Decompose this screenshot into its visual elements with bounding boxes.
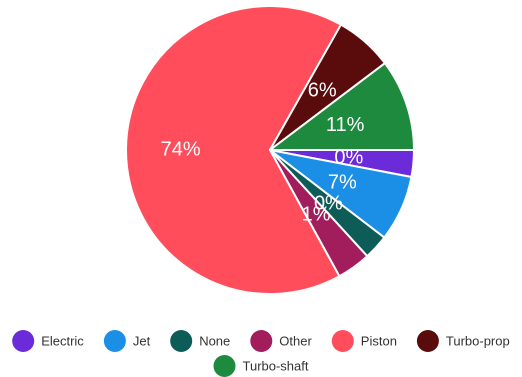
legend-label-turbo-shaft: Turbo-shaft [243, 359, 309, 374]
pie-slice-piston[interactable] [125, 5, 342, 295]
legend-item-none[interactable]: None [170, 330, 230, 352]
legend-swatch-turbo-prop [416, 330, 439, 352]
pie-slice-turbo-shaft[interactable] [269, 62, 415, 151]
legend-item-turbo-shaft[interactable]: Turbo-shaft [213, 355, 309, 377]
pie-labels: 0%7%0%1%74%6%11% [161, 79, 365, 225]
legend-item-electric[interactable]: Electric [12, 330, 84, 352]
legend-swatch-none [170, 330, 193, 352]
slice-label-none: 0% [314, 193, 343, 215]
legend-item-other[interactable]: Other [250, 330, 312, 352]
legend-swatch-electric [12, 330, 35, 352]
slice-label-other: 1% [302, 203, 331, 225]
legend-label-turbo-prop: Turbo-prop [446, 334, 510, 349]
slice-label-piston: 74% [161, 138, 201, 160]
pie-slices [125, 5, 415, 295]
slice-label-turbo-prop: 6% [308, 79, 337, 101]
legend-label-piston: Piston [361, 334, 397, 349]
legend-label-jet: Jet [133, 334, 151, 349]
legend-label-other: Other [279, 334, 312, 349]
legend-item-turbo-prop[interactable]: Turbo-prop [416, 330, 510, 352]
legend-swatch-jet [103, 330, 126, 352]
legend-item-piston[interactable]: Piston [331, 330, 397, 352]
slice-label-electric: 0% [334, 147, 363, 169]
slice-label-turbo-shaft: 11% [326, 114, 365, 136]
legend-item-jet[interactable]: Jet [103, 330, 151, 352]
legend-swatch-turbo-shaft [213, 355, 236, 377]
legend-swatch-piston [331, 330, 354, 352]
legend-label-electric: Electric [41, 334, 84, 349]
chart-legend: Electric Jet None Other Piston Turbo-prop Turb… [12, 330, 510, 377]
legend-swatch-other [250, 330, 273, 352]
legend-label-none: None [199, 334, 230, 349]
slice-label-jet: 7% [328, 171, 357, 193]
